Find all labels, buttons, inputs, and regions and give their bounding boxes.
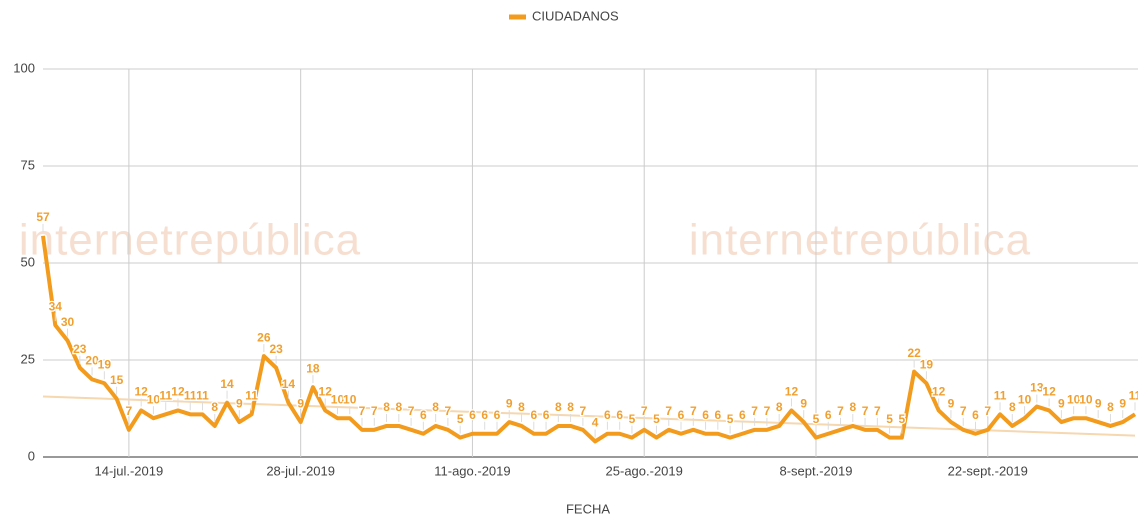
value-label: 34: [49, 299, 63, 313]
value-label: 8: [432, 400, 439, 414]
value-label: 8: [849, 400, 856, 414]
value-label: 8: [383, 400, 390, 414]
value-label: 12: [785, 385, 799, 399]
value-label: 5: [727, 412, 734, 426]
value-label: 11: [994, 388, 1007, 402]
value-label: 14: [282, 377, 296, 391]
value-label: 9: [1119, 396, 1126, 410]
value-label: 19: [920, 357, 934, 371]
value-label: 12: [1042, 385, 1056, 399]
value-label: 6: [616, 408, 623, 422]
watermark: internetrepública: [19, 216, 361, 265]
x-tick-label: 22-sept.-2019: [948, 463, 1028, 478]
value-label: 10: [343, 392, 357, 406]
value-label: 5: [653, 412, 660, 426]
value-label: 19: [98, 357, 112, 371]
x-tick-label: 28-jul.-2019: [266, 463, 335, 478]
value-label: 7: [751, 404, 758, 418]
chart: FECHA internetrepública internetrepública…: [0, 0, 1138, 518]
value-label: 9: [1058, 396, 1065, 410]
x-tick-label: 25-ago.-2019: [606, 463, 683, 478]
value-label: 11: [184, 388, 197, 402]
value-label: 8: [395, 400, 402, 414]
x-tick-label: 11-ago.-2019: [434, 463, 510, 478]
value-label: 7: [359, 404, 366, 418]
value-label: 30: [61, 315, 75, 329]
value-label: 6: [469, 408, 476, 422]
value-label: 7: [126, 404, 133, 418]
value-label: 7: [874, 404, 881, 418]
value-label: 7: [371, 404, 378, 418]
value-label: 6: [604, 408, 611, 422]
value-label: 23: [269, 342, 283, 356]
value-label: 6: [825, 408, 832, 422]
value-label: 6: [420, 408, 427, 422]
value-label: 8: [555, 400, 562, 414]
value-label: 12: [932, 385, 946, 399]
value-label: 6: [678, 408, 685, 422]
value-label: 9: [1095, 396, 1102, 410]
value-label: 6: [494, 408, 501, 422]
value-label: 9: [800, 396, 807, 410]
value-label: 11: [245, 388, 258, 402]
value-label: 8: [1009, 400, 1016, 414]
watermark: internetrepública: [689, 216, 1031, 265]
value-label: 5: [886, 412, 893, 426]
y-tick-label: 75: [21, 157, 35, 172]
value-label: 6: [972, 408, 979, 422]
value-label: 8: [518, 400, 525, 414]
x-tick-label: 8-sept.-2019: [779, 463, 852, 478]
value-label: 57: [36, 210, 50, 224]
value-label: 6: [543, 408, 550, 422]
value-label: 7: [862, 404, 869, 418]
value-label: 5: [629, 412, 636, 426]
legend-label: CIUDADANOS: [532, 8, 619, 23]
value-label: 7: [690, 404, 697, 418]
value-label: 9: [297, 396, 304, 410]
value-label: 7: [580, 404, 587, 418]
value-label: 6: [481, 408, 488, 422]
value-label: 18: [306, 361, 320, 375]
value-label: 5: [813, 412, 820, 426]
value-label: 5: [457, 412, 464, 426]
value-label: 15: [110, 373, 124, 387]
value-label: 11: [1129, 388, 1138, 402]
value-label: 8: [1107, 400, 1114, 414]
value-label: 7: [665, 404, 672, 418]
value-label: 7: [960, 404, 967, 418]
value-label: 8: [567, 400, 574, 414]
value-label: 6: [739, 408, 746, 422]
value-label: 6: [702, 408, 709, 422]
value-label: 8: [211, 400, 218, 414]
value-label: 9: [506, 396, 513, 410]
y-tick-label: 50: [21, 254, 35, 269]
value-label: 7: [445, 404, 452, 418]
value-label: 9: [948, 396, 955, 410]
y-tick-label: 0: [28, 448, 35, 463]
x-axis-label: FECHA: [566, 501, 610, 516]
value-label: 7: [408, 404, 415, 418]
value-label: 7: [764, 404, 771, 418]
y-tick-label: 25: [21, 351, 35, 366]
value-label: 11: [196, 388, 209, 402]
value-label: 6: [714, 408, 721, 422]
value-label: 10: [1079, 392, 1093, 406]
value-label: 4: [592, 416, 599, 430]
value-label: 9: [236, 396, 243, 410]
value-label: 7: [984, 404, 991, 418]
x-tick-label: 14-jul.-2019: [95, 463, 164, 478]
value-label: 5: [899, 412, 906, 426]
value-label: 6: [530, 408, 537, 422]
y-tick-label: 100: [13, 60, 35, 75]
value-label: 7: [837, 404, 844, 418]
value-label: 14: [220, 377, 234, 391]
value-label: 8: [776, 400, 783, 414]
value-label: 7: [641, 404, 648, 418]
